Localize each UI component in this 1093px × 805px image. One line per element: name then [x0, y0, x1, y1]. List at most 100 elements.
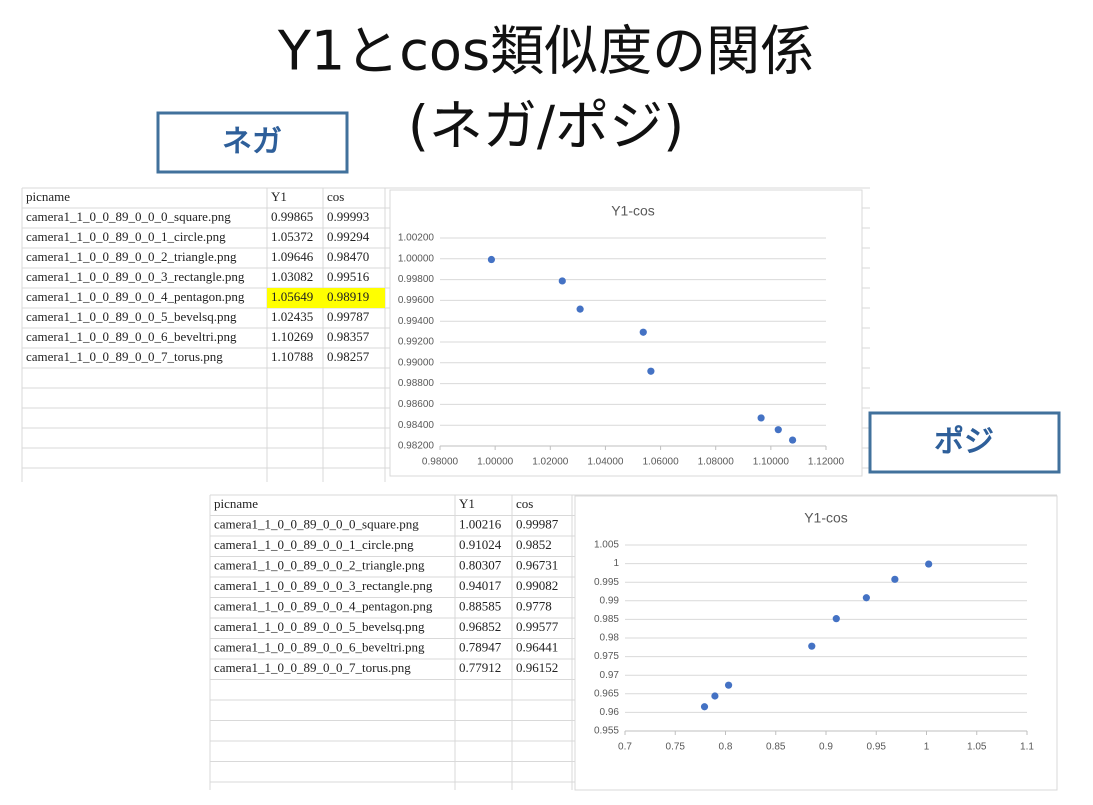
y-tick-label: 0.98200	[398, 441, 435, 452]
x-tick-label: 1.12000	[808, 457, 845, 468]
table-cell: 1.02435	[271, 309, 313, 324]
point	[774, 426, 782, 434]
point	[647, 367, 655, 375]
x-tick-label: 1.10000	[753, 457, 790, 468]
table-cell: 0.98357	[327, 329, 370, 344]
table-cell: 0.99082	[516, 578, 558, 593]
table-cell: 0.99993	[327, 209, 369, 224]
table-cell: 0.96852	[459, 619, 501, 634]
x-tick-label: 0.95	[867, 742, 887, 753]
column-header: picname	[214, 496, 258, 511]
y-tick-label: 1	[613, 558, 619, 569]
chart-title: Y1-cos	[804, 510, 848, 526]
x-tick-label: 0.8	[719, 742, 733, 753]
point	[576, 305, 584, 313]
x-tick-label: 0.9	[819, 742, 833, 753]
table-cell: 0.96152	[516, 660, 558, 675]
table-cell: camera1_1_0_0_89_0_0_7_torus.png	[26, 349, 223, 364]
point	[700, 703, 709, 711]
y-tick-label: 0.985	[594, 614, 619, 625]
y-tick-label: 0.98	[600, 633, 620, 644]
x-tick-label: 1.05	[967, 742, 987, 753]
y-tick-label: 0.99	[600, 595, 620, 606]
table-cell: 0.96441	[516, 640, 558, 655]
table-cell: 0.99577	[516, 619, 559, 634]
table-cell: camera1_1_0_0_89_0_0_1_circle.png	[26, 229, 226, 244]
table-cell: 0.99865	[271, 209, 313, 224]
table-cell: 0.91024	[459, 537, 502, 552]
x-tick-label: 0.85	[766, 742, 786, 753]
x-tick-label: 1.04000	[587, 457, 624, 468]
table-cell: 0.94017	[459, 578, 502, 593]
label-box	[868, 411, 1061, 474]
table-cell: 1.00216	[459, 517, 502, 532]
y-tick-label: 1.00200	[398, 233, 435, 244]
point	[862, 594, 870, 602]
table-cell: camera1_1_0_0_89_0_0_5_bevelsq.png	[214, 619, 425, 634]
label-box	[156, 111, 349, 174]
x-tick-label: 1	[924, 742, 930, 753]
table-cell: camera1_1_0_0_89_0_0_0_square.png	[214, 517, 419, 532]
y-tick-label: 0.99000	[398, 357, 435, 368]
table-cell: camera1_1_0_0_89_0_0_2_triangle.png	[214, 558, 425, 573]
x-tick-label: 1.00000	[477, 457, 514, 468]
y-tick-label: 0.98600	[398, 399, 435, 410]
x-tick-label: 1.1	[1020, 742, 1034, 753]
x-tick-label: 1.02000	[532, 457, 569, 468]
y-tick-label: 0.99600	[398, 295, 435, 306]
table-cell: 0.99516	[327, 269, 370, 284]
table-cell: 0.80307	[459, 558, 502, 573]
y-tick-label: 0.99200	[398, 337, 435, 348]
x-tick-label: 1.06000	[642, 457, 679, 468]
table-cell: camera1_1_0_0_89_0_0_3_rectangle.png	[214, 578, 433, 593]
y-tick-label: 0.97	[600, 670, 620, 681]
point	[925, 560, 933, 568]
table-cell: camera1_1_0_0_89_0_0_7_torus.png	[214, 660, 411, 675]
table-cell: 1.03082	[271, 269, 313, 284]
negative-label: ネガ	[222, 125, 282, 160]
table-cell: camera1_1_0_0_89_0_0_6_beveltri.png	[214, 640, 425, 655]
y-tick-label: 1.00000	[398, 253, 435, 264]
y-tick-label: 0.995	[594, 577, 619, 588]
column-header: cos	[327, 189, 344, 204]
y-tick-label: 0.98400	[398, 420, 435, 431]
table-cell: camera1_1_0_0_89_0_0_4_pentagon.png	[214, 599, 433, 614]
highlight	[267, 288, 385, 308]
column-header: picname	[26, 189, 70, 204]
point	[891, 575, 899, 583]
column-header: Y1	[459, 496, 475, 511]
y-tick-label: 0.99400	[398, 316, 435, 327]
table-cell: 0.98919	[327, 289, 369, 304]
table-cell: 1.09646	[271, 249, 314, 264]
table-cell: 0.9778	[516, 599, 552, 614]
table-cell: 0.98470	[327, 249, 369, 264]
table-cell: camera1_1_0_0_89_0_0_1_circle.png	[214, 537, 414, 552]
y-tick-label: 0.955	[594, 726, 619, 737]
x-tick-label: 0.98000	[422, 457, 459, 468]
y-tick-label: 1.005	[594, 540, 619, 551]
point	[711, 692, 719, 700]
table-cell: 0.96731	[516, 558, 558, 573]
table-cell: 0.99987	[516, 517, 559, 532]
table-cell: camera1_1_0_0_89_0_0_5_bevelsq.png	[26, 309, 237, 324]
point	[788, 436, 797, 444]
table-cell: camera1_1_0_0_89_0_0_6_beveltri.png	[26, 329, 237, 344]
x-tick-label: 1.08000	[698, 457, 735, 468]
x-tick-label: 0.7	[618, 742, 632, 753]
table-cell: 1.10788	[271, 349, 313, 364]
table-cell: 0.9852	[516, 537, 552, 552]
y-tick-label: 0.975	[594, 651, 619, 662]
table-cell: camera1_1_0_0_89_0_0_4_pentagon.png	[26, 289, 245, 304]
x-tick-label: 0.75	[666, 742, 686, 753]
y-tick-label: 0.965	[594, 688, 619, 699]
positive-label: ポジ	[934, 425, 994, 460]
table-cell: camera1_1_0_0_89_0_0_0_square.png	[26, 209, 231, 224]
table-cell: 0.98257	[327, 349, 370, 364]
point	[487, 255, 496, 264]
column-header: Y1	[271, 189, 287, 204]
chart-title: Y1-cos	[611, 203, 655, 219]
table-cell: 0.99787	[327, 309, 370, 324]
table-cell: 0.88585	[459, 599, 501, 614]
point	[757, 414, 765, 422]
